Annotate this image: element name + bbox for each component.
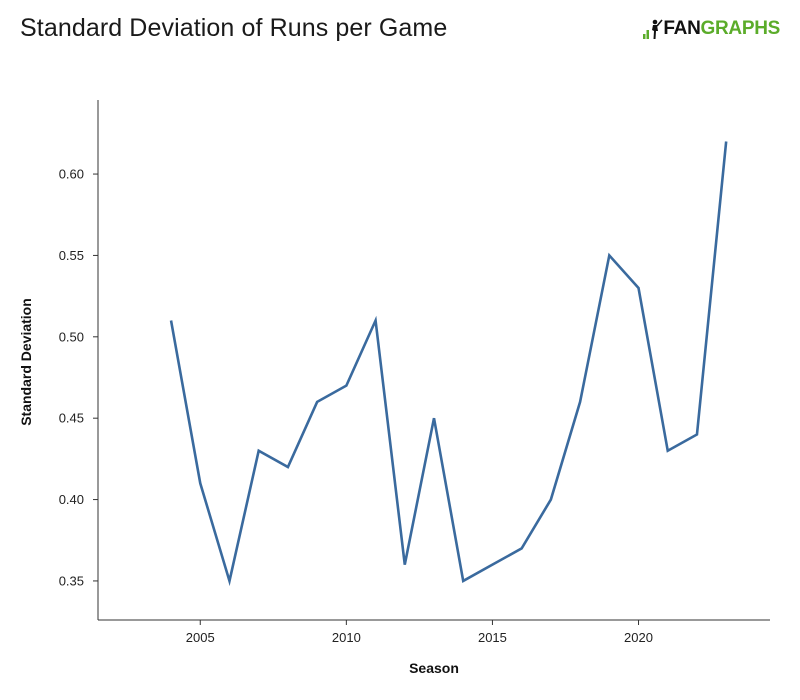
- logo-graphs-text: GRAPHS: [700, 18, 781, 39]
- x-tick-label: 2015: [478, 630, 507, 645]
- x-axis-title: Season: [409, 660, 459, 676]
- y-ticks: 0.35 0.40 0.45 0.50 0.55 0.60: [59, 167, 98, 588]
- logo-fan-text: FAN: [663, 18, 701, 39]
- chart-title: Standard Deviation of Runs per Game: [20, 14, 448, 42]
- y-axis-title: Standard Deviation: [18, 298, 34, 426]
- y-tick-label: 0.55: [59, 248, 84, 263]
- x-tick-label: 2005: [186, 630, 215, 645]
- x-tick-label: 2010: [332, 630, 361, 645]
- y-tick-label: 0.40: [59, 492, 84, 507]
- fangraphs-bars-batter-icon: [643, 19, 664, 39]
- y-tick-label: 0.50: [59, 329, 84, 344]
- y-tick-label: 0.60: [59, 167, 84, 182]
- y-tick-label: 0.35: [59, 573, 84, 588]
- x-ticks: 2005 2010 2015 2020: [186, 620, 653, 645]
- x-tick-label: 2020: [624, 630, 653, 645]
- series-points: [170, 141, 727, 582]
- fangraphs-logo: FANGRAPHS: [643, 18, 780, 40]
- y-tick-label: 0.45: [59, 411, 84, 426]
- series-line: [169, 141, 728, 587]
